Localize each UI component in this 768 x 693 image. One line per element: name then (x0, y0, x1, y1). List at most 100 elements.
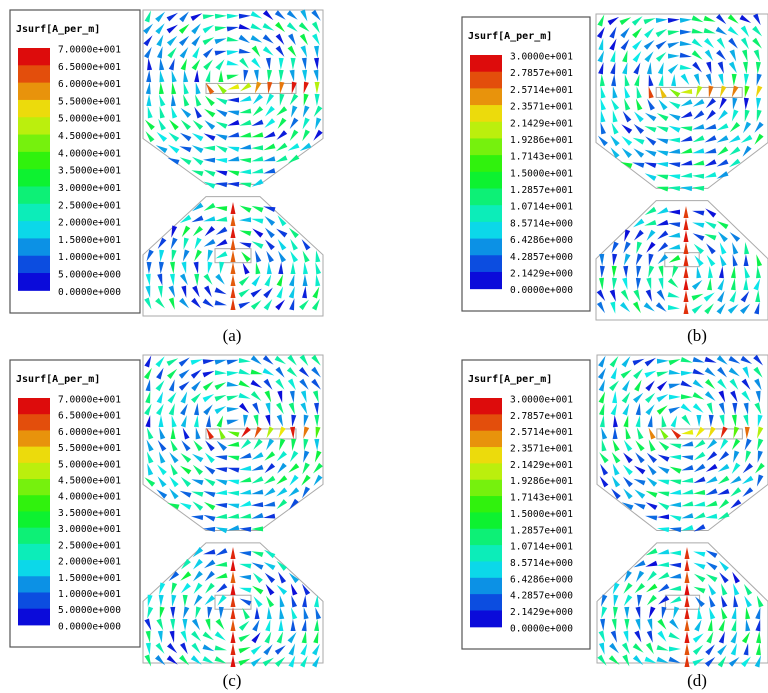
current-arrow (216, 415, 224, 428)
color-swatch (18, 65, 50, 84)
current-arrow (597, 135, 608, 147)
current-arrow (146, 261, 152, 274)
legend-label: 3.0000e+001 (58, 524, 121, 535)
current-arrow (180, 582, 191, 594)
current-arrow (692, 379, 704, 389)
current-arrow (226, 359, 239, 365)
current-arrow (625, 427, 631, 440)
current-arrow (303, 81, 309, 94)
current-arrow (215, 467, 228, 473)
current-arrow (156, 403, 164, 416)
current-arrow (264, 216, 276, 226)
current-arrow (239, 477, 252, 483)
current-arrow (313, 105, 323, 117)
current-arrow (301, 57, 307, 70)
current-arrow (277, 390, 283, 403)
current-arrow (656, 113, 669, 122)
current-arrow (667, 42, 680, 49)
current-arrow (159, 106, 165, 119)
current-arrow (601, 439, 607, 452)
current-arrow (645, 515, 658, 521)
current-arrow (657, 618, 667, 630)
current-arrow (636, 570, 645, 583)
current-arrow (657, 479, 670, 485)
current-arrow (312, 33, 320, 46)
current-arrow (633, 560, 646, 568)
current-arrow (180, 391, 188, 404)
current-arrow (250, 391, 262, 401)
current-arrow (239, 513, 252, 519)
current-arrow (719, 85, 727, 98)
current-arrow (745, 607, 751, 620)
current-arrow (215, 216, 228, 222)
current-arrow (314, 45, 319, 58)
current-arrow (146, 249, 154, 262)
current-arrow (755, 290, 761, 303)
legend-label: 6.0000e+001 (58, 79, 121, 90)
current-arrow (275, 33, 285, 45)
current-arrow (728, 356, 741, 364)
current-arrow (740, 291, 750, 303)
current-arrow (226, 371, 239, 376)
current-arrow (684, 571, 690, 583)
current-arrow (621, 642, 630, 655)
current-arrow (155, 11, 166, 23)
legend-label: 2.1429e+000 (510, 607, 573, 618)
current-arrow (289, 69, 295, 82)
current-arrow (706, 402, 713, 415)
current-arrow (657, 572, 670, 580)
current-arrow (621, 391, 631, 404)
current-arrow (227, 455, 240, 461)
current-arrow (251, 179, 264, 187)
current-arrow (215, 182, 228, 188)
color-swatch (470, 463, 502, 481)
current-arrow (227, 490, 240, 496)
current-arrow (157, 237, 167, 249)
current-arrow (145, 131, 155, 143)
current-arrow (230, 619, 236, 631)
current-arrow (301, 619, 307, 632)
current-arrow (181, 225, 191, 238)
current-arrow (278, 262, 284, 275)
current-arrow (705, 500, 718, 507)
current-arrow (658, 99, 668, 111)
current-arrow (745, 450, 752, 463)
current-arrow (623, 582, 633, 594)
current-arrow (218, 70, 224, 82)
current-arrow (299, 142, 312, 151)
current-arrow (680, 29, 692, 35)
legend-label: 1.0000e+001 (58, 589, 121, 600)
current-arrow (681, 477, 694, 483)
current-arrow (143, 23, 154, 35)
current-arrow (755, 462, 765, 474)
current-arrow (681, 513, 694, 519)
current-arrow (178, 381, 190, 391)
current-arrow (691, 38, 703, 48)
current-arrow (645, 642, 654, 655)
current-arrow (266, 426, 274, 439)
current-arrow (202, 381, 214, 391)
current-arrow (157, 476, 167, 488)
current-arrow (167, 643, 178, 654)
current-arrow (691, 28, 704, 34)
current-arrow (179, 502, 192, 510)
current-arrow (312, 655, 320, 668)
current-arrow (276, 451, 287, 462)
current-arrow (730, 278, 736, 291)
current-arrow (190, 369, 202, 379)
current-arrow (251, 464, 264, 471)
current-arrow (704, 221, 717, 229)
current-arrow (743, 61, 748, 74)
current-arrow (619, 17, 632, 26)
current-arrow (709, 607, 716, 620)
current-arrow (204, 226, 215, 237)
current-arrow (708, 414, 714, 427)
current-arrow (740, 303, 751, 314)
current-arrow (289, 498, 299, 510)
current-arrow (312, 390, 319, 403)
current-arrow (645, 560, 658, 567)
current-arrow (193, 558, 203, 570)
current-arrow (262, 34, 274, 44)
current-arrow (656, 207, 669, 215)
current-arrow (239, 95, 252, 102)
